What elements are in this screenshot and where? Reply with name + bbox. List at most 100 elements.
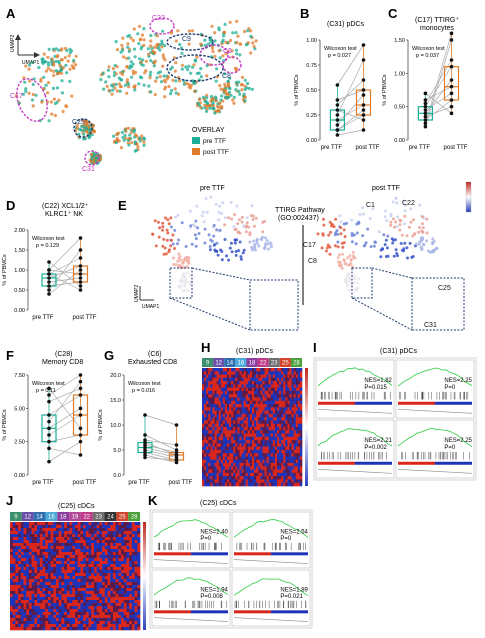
umap-axes-a: UMAP2 UMAP1 <box>10 34 40 66</box>
box-point <box>47 288 51 292</box>
umap-heat-point <box>421 230 425 234</box>
umap1-label-a: UMAP1 <box>22 60 39 66</box>
umap-heat-point <box>350 218 354 222</box>
panelB-xtick-pre: pre TTF <box>321 145 343 151</box>
umap-heat-point <box>216 253 220 257</box>
umap-point <box>205 64 209 68</box>
umap-heat-point <box>176 259 180 263</box>
umap-point <box>125 91 129 95</box>
umap-point <box>130 140 134 145</box>
panelI-nes: NES=1.82 <box>364 378 392 384</box>
box-point <box>47 419 51 424</box>
umap-point <box>55 55 59 59</box>
umap-point <box>142 143 146 147</box>
umap-point <box>143 71 147 75</box>
umap-heat-point <box>163 246 167 250</box>
umap-point <box>211 107 215 111</box>
umap-point <box>246 41 250 45</box>
umap-point <box>210 46 215 50</box>
panelC-pvalue: p = 0.037 <box>416 53 439 59</box>
box-point <box>361 128 366 132</box>
umap-heat-point <box>386 254 390 258</box>
umap-point <box>118 89 122 93</box>
umap-heat-point <box>346 256 350 260</box>
umap-point <box>220 40 224 44</box>
umap-point <box>50 60 54 64</box>
umap-point <box>124 127 128 131</box>
umap-point <box>203 38 207 42</box>
panelI-pval: P=0.015 <box>364 385 387 391</box>
umap-heat-point <box>189 224 193 228</box>
umap-heat-point <box>203 227 207 231</box>
umap-point <box>234 80 238 84</box>
umap-heat-point <box>172 256 175 260</box>
umap-heat-point <box>419 245 423 249</box>
umap-heat-point <box>349 259 353 262</box>
umap-point <box>148 73 152 77</box>
panelB-ytick: 0.25 <box>306 113 317 119</box>
umap-heat-point <box>334 231 338 235</box>
box-point <box>47 280 51 284</box>
umap-heat-point <box>248 240 252 244</box>
umap-point <box>115 65 119 69</box>
umap-point <box>42 75 46 79</box>
umap-heat-point <box>194 237 198 241</box>
umap-point <box>166 75 170 79</box>
umap-heat-point <box>215 228 219 232</box>
umap-point <box>209 99 213 103</box>
umap-point <box>228 76 232 80</box>
panelB-title: (C31) pDCs <box>327 21 364 28</box>
gsea-plot <box>315 359 395 419</box>
umap-heat-point <box>156 220 160 224</box>
umap-point <box>59 68 64 72</box>
umap-point <box>52 73 56 77</box>
umap-heat-point <box>425 217 429 221</box>
umap-heat-point <box>351 250 355 254</box>
box-point <box>143 433 147 437</box>
umap-heat-point <box>212 234 216 238</box>
panelD-title-2: KLRC1⁺ NK <box>45 211 83 218</box>
umap-heat-point <box>169 225 173 229</box>
umap-point <box>222 34 226 38</box>
umap-heat-point <box>355 231 359 235</box>
umap-heat-point <box>431 237 435 241</box>
umap-heat-point <box>235 204 239 208</box>
umap-heat-point <box>162 237 166 241</box>
umap-point <box>187 64 191 68</box>
umap-point <box>174 61 178 65</box>
umap-point <box>172 56 176 60</box>
cluster-header <box>116 512 129 521</box>
umap-heat-point <box>327 233 331 237</box>
panelF-ytick: 7.50 <box>14 373 25 379</box>
umap-heat-point <box>250 245 254 249</box>
panelB-pvalue: p = 0.027 <box>328 53 351 59</box>
umap-heat-point <box>234 253 238 257</box>
umap-point <box>115 48 120 52</box>
umap-point <box>21 92 25 96</box>
umap-heat-point <box>391 217 395 221</box>
umap-heat-point <box>240 220 244 224</box>
umap-heat-point <box>345 221 348 225</box>
umap-heat-point <box>411 255 415 258</box>
panelD-pvalue: p = 0.129 <box>36 243 59 249</box>
umap-point <box>227 95 231 99</box>
umap-heat-point <box>394 220 398 224</box>
label-c17-e: C17 <box>303 242 316 249</box>
box-point <box>449 31 454 36</box>
umap-heat-point <box>425 239 429 243</box>
umap-point <box>92 152 96 156</box>
umap-heat-point <box>247 225 251 229</box>
panel-label-h: H <box>201 340 210 355</box>
umap-heat-point <box>200 214 204 218</box>
panel-label-e: E <box>118 198 127 213</box>
umap-point <box>237 89 241 93</box>
umap-heat-point <box>233 213 237 216</box>
umap-point <box>245 86 249 90</box>
umap-heat-point <box>185 271 189 275</box>
umap-heat-point <box>389 223 393 227</box>
umap-point <box>167 84 171 89</box>
umap-point <box>144 59 148 63</box>
umap-point <box>222 30 227 35</box>
umap-heat-point <box>242 248 246 252</box>
